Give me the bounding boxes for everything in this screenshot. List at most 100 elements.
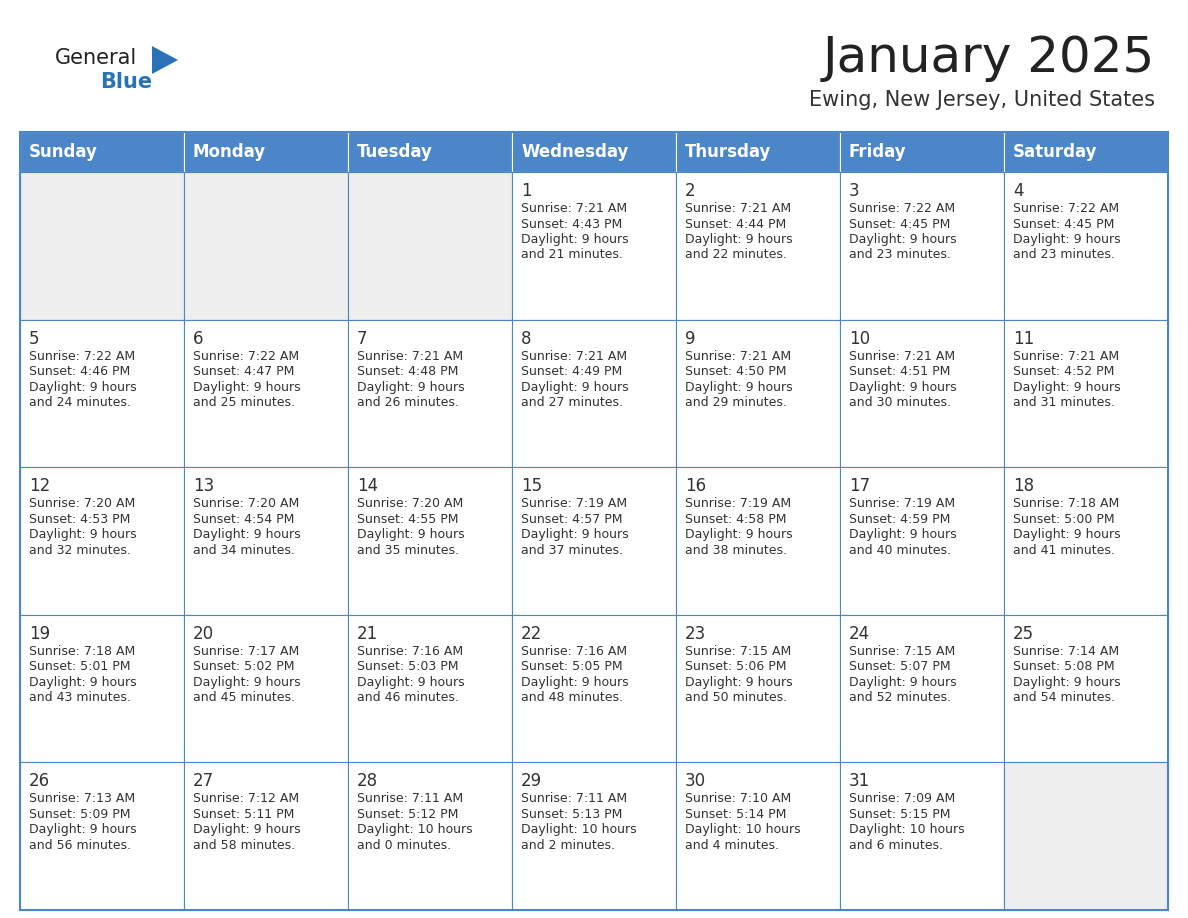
Text: Daylight: 9 hours: Daylight: 9 hours bbox=[29, 528, 137, 542]
Text: Sunrise: 7:16 AM: Sunrise: 7:16 AM bbox=[358, 644, 463, 658]
Bar bbox=[676, 467, 840, 615]
Text: January 2025: January 2025 bbox=[823, 34, 1155, 82]
Text: Sunset: 4:57 PM: Sunset: 4:57 PM bbox=[522, 512, 623, 526]
Bar bbox=[184, 615, 348, 763]
Text: Daylight: 9 hours: Daylight: 9 hours bbox=[522, 381, 628, 394]
Bar bbox=[676, 172, 840, 319]
Text: Sunrise: 7:20 AM: Sunrise: 7:20 AM bbox=[192, 498, 299, 510]
Text: Sunset: 5:09 PM: Sunset: 5:09 PM bbox=[29, 808, 131, 821]
Text: Sunrise: 7:18 AM: Sunrise: 7:18 AM bbox=[1013, 498, 1119, 510]
Text: Sunrise: 7:16 AM: Sunrise: 7:16 AM bbox=[522, 644, 627, 658]
Text: and 25 minutes.: and 25 minutes. bbox=[192, 396, 295, 409]
Text: 26: 26 bbox=[29, 772, 50, 790]
Text: Sunrise: 7:21 AM: Sunrise: 7:21 AM bbox=[685, 202, 791, 215]
Bar bbox=[184, 467, 348, 615]
Text: Sunset: 4:45 PM: Sunset: 4:45 PM bbox=[1013, 218, 1114, 230]
Text: Sunset: 4:51 PM: Sunset: 4:51 PM bbox=[849, 365, 950, 378]
Bar bbox=[676, 763, 840, 910]
Text: Daylight: 9 hours: Daylight: 9 hours bbox=[192, 823, 301, 836]
Text: and 56 minutes.: and 56 minutes. bbox=[29, 839, 131, 852]
Bar bbox=[348, 763, 512, 910]
Text: 19: 19 bbox=[29, 625, 50, 643]
Text: 10: 10 bbox=[849, 330, 870, 348]
Text: Saturday: Saturday bbox=[1013, 143, 1098, 161]
Bar bbox=[348, 615, 512, 763]
Text: Daylight: 9 hours: Daylight: 9 hours bbox=[522, 676, 628, 688]
Bar bbox=[20, 172, 184, 319]
Text: Sunset: 4:43 PM: Sunset: 4:43 PM bbox=[522, 218, 623, 230]
Text: Daylight: 9 hours: Daylight: 9 hours bbox=[1013, 676, 1120, 688]
Text: Monday: Monday bbox=[192, 143, 266, 161]
Text: Sunset: 5:11 PM: Sunset: 5:11 PM bbox=[192, 808, 295, 821]
Bar bbox=[348, 172, 512, 319]
Text: 29: 29 bbox=[522, 772, 542, 790]
Text: Daylight: 9 hours: Daylight: 9 hours bbox=[685, 233, 792, 246]
Text: Daylight: 9 hours: Daylight: 9 hours bbox=[358, 528, 465, 542]
Text: Sunrise: 7:21 AM: Sunrise: 7:21 AM bbox=[685, 350, 791, 363]
Text: Daylight: 9 hours: Daylight: 9 hours bbox=[849, 528, 956, 542]
Text: Daylight: 9 hours: Daylight: 9 hours bbox=[358, 676, 465, 688]
Text: Sunrise: 7:22 AM: Sunrise: 7:22 AM bbox=[192, 350, 299, 363]
Bar bbox=[1004, 467, 1168, 615]
Polygon shape bbox=[152, 46, 178, 74]
Text: Daylight: 9 hours: Daylight: 9 hours bbox=[522, 528, 628, 542]
Text: and 24 minutes.: and 24 minutes. bbox=[29, 396, 131, 409]
Text: and 45 minutes.: and 45 minutes. bbox=[192, 691, 295, 704]
Bar bbox=[184, 763, 348, 910]
Text: and 23 minutes.: and 23 minutes. bbox=[849, 249, 950, 262]
Text: Daylight: 9 hours: Daylight: 9 hours bbox=[685, 676, 792, 688]
Bar bbox=[840, 467, 1004, 615]
Text: Sunrise: 7:21 AM: Sunrise: 7:21 AM bbox=[358, 350, 463, 363]
Text: 8: 8 bbox=[522, 330, 531, 348]
Text: and 48 minutes.: and 48 minutes. bbox=[522, 691, 623, 704]
Text: Sunset: 5:02 PM: Sunset: 5:02 PM bbox=[192, 660, 295, 673]
Text: 23: 23 bbox=[685, 625, 706, 643]
Text: and 43 minutes.: and 43 minutes. bbox=[29, 691, 131, 704]
Text: Sunset: 4:44 PM: Sunset: 4:44 PM bbox=[685, 218, 786, 230]
Text: and 40 minutes.: and 40 minutes. bbox=[849, 543, 952, 556]
Text: 27: 27 bbox=[192, 772, 214, 790]
Text: Tuesday: Tuesday bbox=[358, 143, 432, 161]
Text: Daylight: 9 hours: Daylight: 9 hours bbox=[685, 528, 792, 542]
Text: Sunset: 5:05 PM: Sunset: 5:05 PM bbox=[522, 660, 623, 673]
Text: 11: 11 bbox=[1013, 330, 1035, 348]
Text: 15: 15 bbox=[522, 477, 542, 495]
Text: Sunset: 5:14 PM: Sunset: 5:14 PM bbox=[685, 808, 786, 821]
Text: Sunrise: 7:12 AM: Sunrise: 7:12 AM bbox=[192, 792, 299, 805]
Text: and 4 minutes.: and 4 minutes. bbox=[685, 839, 779, 852]
Text: 18: 18 bbox=[1013, 477, 1034, 495]
Text: Sunset: 4:49 PM: Sunset: 4:49 PM bbox=[522, 365, 623, 378]
Bar bbox=[1004, 615, 1168, 763]
Text: Daylight: 9 hours: Daylight: 9 hours bbox=[358, 381, 465, 394]
Text: Sunrise: 7:17 AM: Sunrise: 7:17 AM bbox=[192, 644, 299, 658]
Text: Sunset: 5:12 PM: Sunset: 5:12 PM bbox=[358, 808, 459, 821]
Text: and 31 minutes.: and 31 minutes. bbox=[1013, 396, 1114, 409]
Text: Sunrise: 7:19 AM: Sunrise: 7:19 AM bbox=[849, 498, 955, 510]
Bar bbox=[840, 763, 1004, 910]
Text: and 50 minutes.: and 50 minutes. bbox=[685, 691, 788, 704]
Text: 25: 25 bbox=[1013, 625, 1034, 643]
Text: and 0 minutes.: and 0 minutes. bbox=[358, 839, 451, 852]
Text: and 58 minutes.: and 58 minutes. bbox=[192, 839, 295, 852]
Text: 30: 30 bbox=[685, 772, 706, 790]
Text: Sunset: 5:06 PM: Sunset: 5:06 PM bbox=[685, 660, 786, 673]
Bar bbox=[512, 763, 676, 910]
Text: Sunset: 4:48 PM: Sunset: 4:48 PM bbox=[358, 365, 459, 378]
Text: Sunrise: 7:22 AM: Sunrise: 7:22 AM bbox=[1013, 202, 1119, 215]
Text: 7: 7 bbox=[358, 330, 367, 348]
Text: and 35 minutes.: and 35 minutes. bbox=[358, 543, 459, 556]
Text: and 52 minutes.: and 52 minutes. bbox=[849, 691, 952, 704]
Text: Daylight: 9 hours: Daylight: 9 hours bbox=[849, 233, 956, 246]
Text: Sunset: 5:03 PM: Sunset: 5:03 PM bbox=[358, 660, 459, 673]
Bar bbox=[348, 132, 512, 172]
Text: 1: 1 bbox=[522, 182, 531, 200]
Text: Sunset: 4:46 PM: Sunset: 4:46 PM bbox=[29, 365, 131, 378]
Text: and 34 minutes.: and 34 minutes. bbox=[192, 543, 295, 556]
Bar bbox=[840, 615, 1004, 763]
Text: Daylight: 9 hours: Daylight: 9 hours bbox=[849, 381, 956, 394]
Text: Daylight: 9 hours: Daylight: 9 hours bbox=[192, 381, 301, 394]
Text: Sunrise: 7:21 AM: Sunrise: 7:21 AM bbox=[1013, 350, 1119, 363]
Text: Sunrise: 7:11 AM: Sunrise: 7:11 AM bbox=[358, 792, 463, 805]
Text: 4: 4 bbox=[1013, 182, 1024, 200]
Text: and 27 minutes.: and 27 minutes. bbox=[522, 396, 623, 409]
